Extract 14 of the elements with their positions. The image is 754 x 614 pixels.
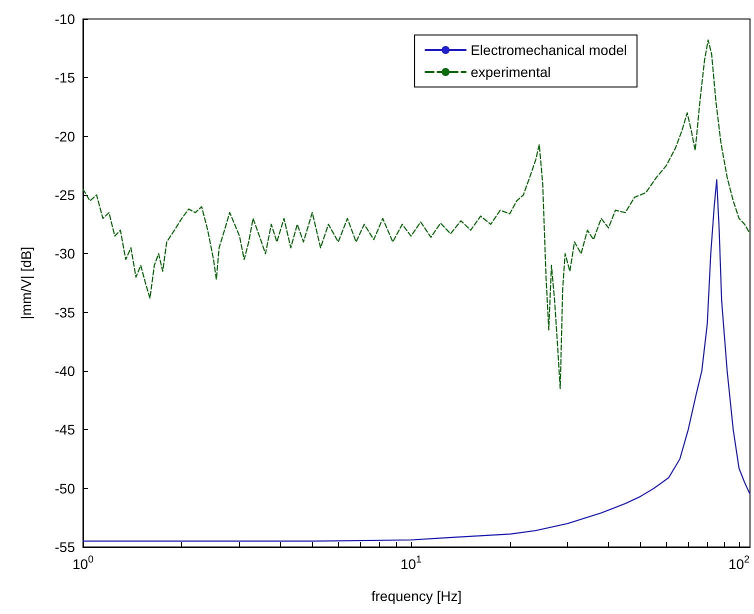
y-tick-label: -50 bbox=[54, 480, 76, 496]
x-axis-title: frequency [Hz] bbox=[371, 588, 462, 604]
y-axis-title: |mm/V| [dB] bbox=[18, 246, 34, 320]
legend-label: experimental bbox=[470, 64, 551, 80]
legend-label: Electromechanical model bbox=[470, 42, 627, 58]
y-tick-label: -20 bbox=[54, 128, 76, 144]
y-tick-label: -45 bbox=[54, 422, 76, 438]
y-tick-label: -40 bbox=[54, 363, 76, 379]
y-tick-label: -55 bbox=[54, 539, 76, 555]
y-tick-label: -10 bbox=[54, 11, 76, 27]
y-tick-label: -30 bbox=[54, 246, 76, 262]
y-tick-label: -35 bbox=[54, 304, 76, 320]
y-tick-label: -25 bbox=[54, 187, 76, 203]
y-tick-label: -15 bbox=[54, 70, 76, 86]
